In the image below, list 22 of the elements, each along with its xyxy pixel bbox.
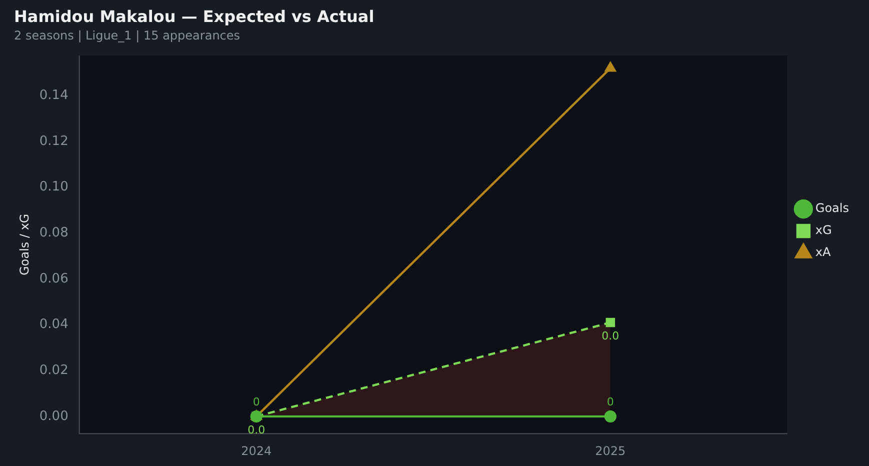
legend-label: xA: [815, 245, 832, 260]
y-tick-label: 0.10: [39, 180, 68, 195]
y-tick-label: 0.00: [39, 408, 68, 424]
data-label: 0: [252, 395, 260, 408]
data-label: 0.0: [248, 423, 266, 436]
y-tick-label: 0.08: [39, 226, 68, 241]
x-tick-label: 2024: [241, 444, 272, 458]
y-axis-title: Goals / xG: [17, 214, 32, 276]
y-tick-label: 0.04: [39, 317, 68, 332]
y-tick-label: 0.06: [39, 271, 68, 286]
chart-title: Hamidou Makalou — Expected vs Actual: [14, 6, 374, 26]
x-tick-label: 2025: [595, 444, 626, 458]
y-tick-label: 0.14: [39, 88, 68, 104]
y-tick-label: 0.02: [39, 362, 68, 378]
data-label: 0: [606, 395, 614, 408]
data-label: 0.0: [602, 329, 620, 342]
legend-label: Goals: [815, 201, 850, 216]
y-tick-label: 0.12: [39, 134, 68, 149]
point: [606, 318, 616, 328]
legend-label: xG: [815, 223, 832, 238]
point: [604, 410, 616, 423]
chart-subtitle: 2 seasons | Ligue_1 | 15 appearances: [14, 28, 240, 43]
